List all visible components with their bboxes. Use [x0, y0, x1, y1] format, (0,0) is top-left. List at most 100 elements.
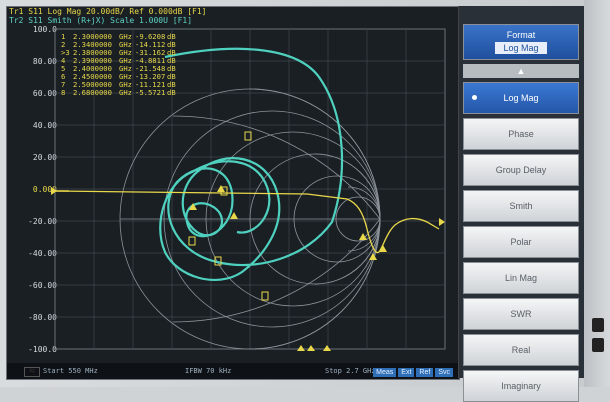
trace1-markers — [189, 185, 387, 260]
marker-id: 2 — [61, 40, 65, 49]
marker-vunit: dB — [167, 56, 176, 65]
marker-freq: 2.5000000 — [73, 80, 112, 89]
softkey-polar[interactable]: Polar — [463, 226, 579, 258]
marker-value: -4.8811 — [135, 56, 165, 65]
y-tick-label: -40.00 — [28, 249, 57, 258]
softkey-swr[interactable]: SWR — [463, 298, 579, 330]
status-ref: Ref — [416, 368, 434, 377]
marker-vunit: dB — [167, 48, 176, 57]
smith-reactance-arc — [347, 186, 381, 220]
softkey-log-mag[interactable]: Log Mag — [463, 82, 579, 114]
y-tick-label: 40.00 — [32, 121, 57, 130]
trace2-markers — [188, 131, 269, 301]
y-tick-label: -20.00 — [28, 217, 57, 226]
softkey-label: SWR — [510, 309, 532, 319]
marker-id: 7 — [61, 80, 65, 89]
marker-value: -11.121 — [135, 80, 165, 89]
format-current-value: Log Mag — [495, 42, 547, 54]
marker-value: -13.207 — [135, 72, 165, 81]
marker-freq: 2.6800000 — [73, 88, 112, 97]
marker-unit: GHz — [119, 80, 132, 89]
sweep-footer: Start 550 MHz IFBW 70 kHz Stop 2.7 GHz — [7, 363, 459, 379]
trace1-label[interactable]: Tr1 S11 Log Mag 20.00dB/ Ref 0.000dB [F1… — [9, 7, 207, 16]
marker-id: 6 — [61, 72, 65, 81]
y-tick-label: -80.00 — [28, 313, 57, 322]
marker-freq: 2.3000000 — [73, 32, 112, 41]
y-tick-label: 20.00 — [32, 153, 57, 162]
marker-id: >3 — [61, 48, 70, 57]
marker-value: -9.6208 — [135, 32, 165, 41]
marker-unit: GHz — [119, 72, 132, 81]
softkey-label: Group Delay — [495, 165, 547, 175]
front-port — [592, 338, 604, 352]
marker-id: 1 — [61, 32, 65, 41]
smith-chart — [119, 88, 381, 350]
y-tick-label: 100.0 — [32, 25, 57, 34]
smith-reactance-arc — [172, 115, 381, 220]
marker-unit: GHz — [119, 64, 132, 73]
front-port — [592, 318, 604, 332]
softkey-real[interactable]: Real — [463, 334, 579, 366]
scroll-up-arrow[interactable]: ▲ — [463, 64, 579, 78]
status-svc: Svc — [435, 368, 453, 377]
y-axis-ticks: 100.0 80.00 60.00 40.00 20.00 0.000 -20.00 -40.… — [7, 7, 63, 379]
marker-vunit: dB — [167, 64, 176, 73]
instrument-side-frame — [584, 0, 610, 387]
smith-reactance-arc — [249, 88, 381, 220]
x-axis-markers — [297, 345, 331, 351]
format-title-label: Format — [506, 30, 536, 40]
plot-area: 1 2.3000000 GHz -9.6208 dB2 2.3400000 GHz -14.1… — [51, 28, 446, 351]
softkey-label: Polar — [510, 237, 532, 247]
start-frequency[interactable]: Start 550 MHz — [43, 367, 98, 375]
smith-reactance-arc — [314, 153, 381, 220]
softkey-label: Log Mag — [503, 93, 539, 103]
marker-vunit: dB — [167, 88, 176, 97]
marker-id: 5 — [61, 64, 65, 73]
softkey-label: Lin Mag — [504, 273, 538, 283]
grid-lines — [55, 29, 445, 349]
marker-vunit: dB — [167, 80, 176, 89]
vna-screen: Tr1 S11 Log Mag 20.00dB/ Ref 0.000dB [F1… — [6, 6, 460, 380]
marker-id: 8 — [61, 88, 65, 97]
marker-unit: GHz — [119, 88, 132, 97]
marker-table: 1 2.3000000 GHz -9.6208 dB2 2.3400000 GHz -14.1… — [61, 32, 176, 97]
smith-reactance-arc — [172, 218, 381, 323]
marker-vunit: dB — [167, 72, 176, 81]
marker-vunit: dB — [167, 40, 176, 49]
trace2-label[interactable]: Tr2 S11 Smith (R+jX) Scale 1.000U [F1] — [9, 16, 193, 25]
y-tick-label: 60.00 — [32, 89, 57, 98]
softkey-smith[interactable]: Smith — [463, 190, 579, 222]
marker-value: -5.5721 — [135, 88, 165, 97]
y-tick-label: -100.0 — [28, 345, 57, 354]
status-meas: Meas — [373, 368, 397, 377]
y-tick-label: 0.000 — [32, 185, 57, 194]
y-tick-label: 80.00 — [32, 57, 57, 66]
trace2-smith-curve — [159, 47, 344, 282]
softkey-phase[interactable]: Phase — [463, 118, 579, 150]
softkey-label: Real — [511, 345, 531, 355]
marker-unit: GHz — [119, 40, 132, 49]
marker-freq: 2.3800000 — [73, 48, 112, 57]
marker-freq: 2.4500000 — [73, 72, 112, 81]
marker-freq: 2.3900000 — [73, 56, 112, 65]
smith-reactance-arc — [249, 218, 381, 350]
softkey-imaginary[interactable]: Imaginary — [463, 370, 579, 402]
softkey-group-delay[interactable]: Group Delay — [463, 154, 579, 186]
marker-value: -21.548 — [135, 64, 165, 73]
softkey-lin-mag[interactable]: Lin Mag — [463, 262, 579, 294]
softkey-panel: Format Log Mag ▲ Log Mag Phase Group Delay… — [458, 6, 585, 402]
reference-marker-left — [51, 187, 57, 195]
usb-port-icon: ⇆ — [24, 367, 40, 377]
marker-freq: 2.3400000 — [73, 40, 112, 49]
marker-unit: GHz — [119, 56, 132, 65]
format-menu-title[interactable]: Format Log Mag — [463, 24, 579, 60]
stop-frequency[interactable]: Stop 2.7 GHz — [325, 367, 376, 375]
marker-value: -14.112 — [135, 40, 165, 49]
ifbw[interactable]: IFBW 70 kHz — [185, 367, 232, 375]
marker-freq: 2.4000000 — [73, 64, 112, 73]
softkey-label: Phase — [508, 129, 534, 139]
trace1-logmag — [54, 190, 440, 254]
softkey-label: Imaginary — [501, 381, 541, 391]
marker-vunit: dB — [167, 32, 176, 41]
status-ext: Ext — [398, 368, 415, 377]
